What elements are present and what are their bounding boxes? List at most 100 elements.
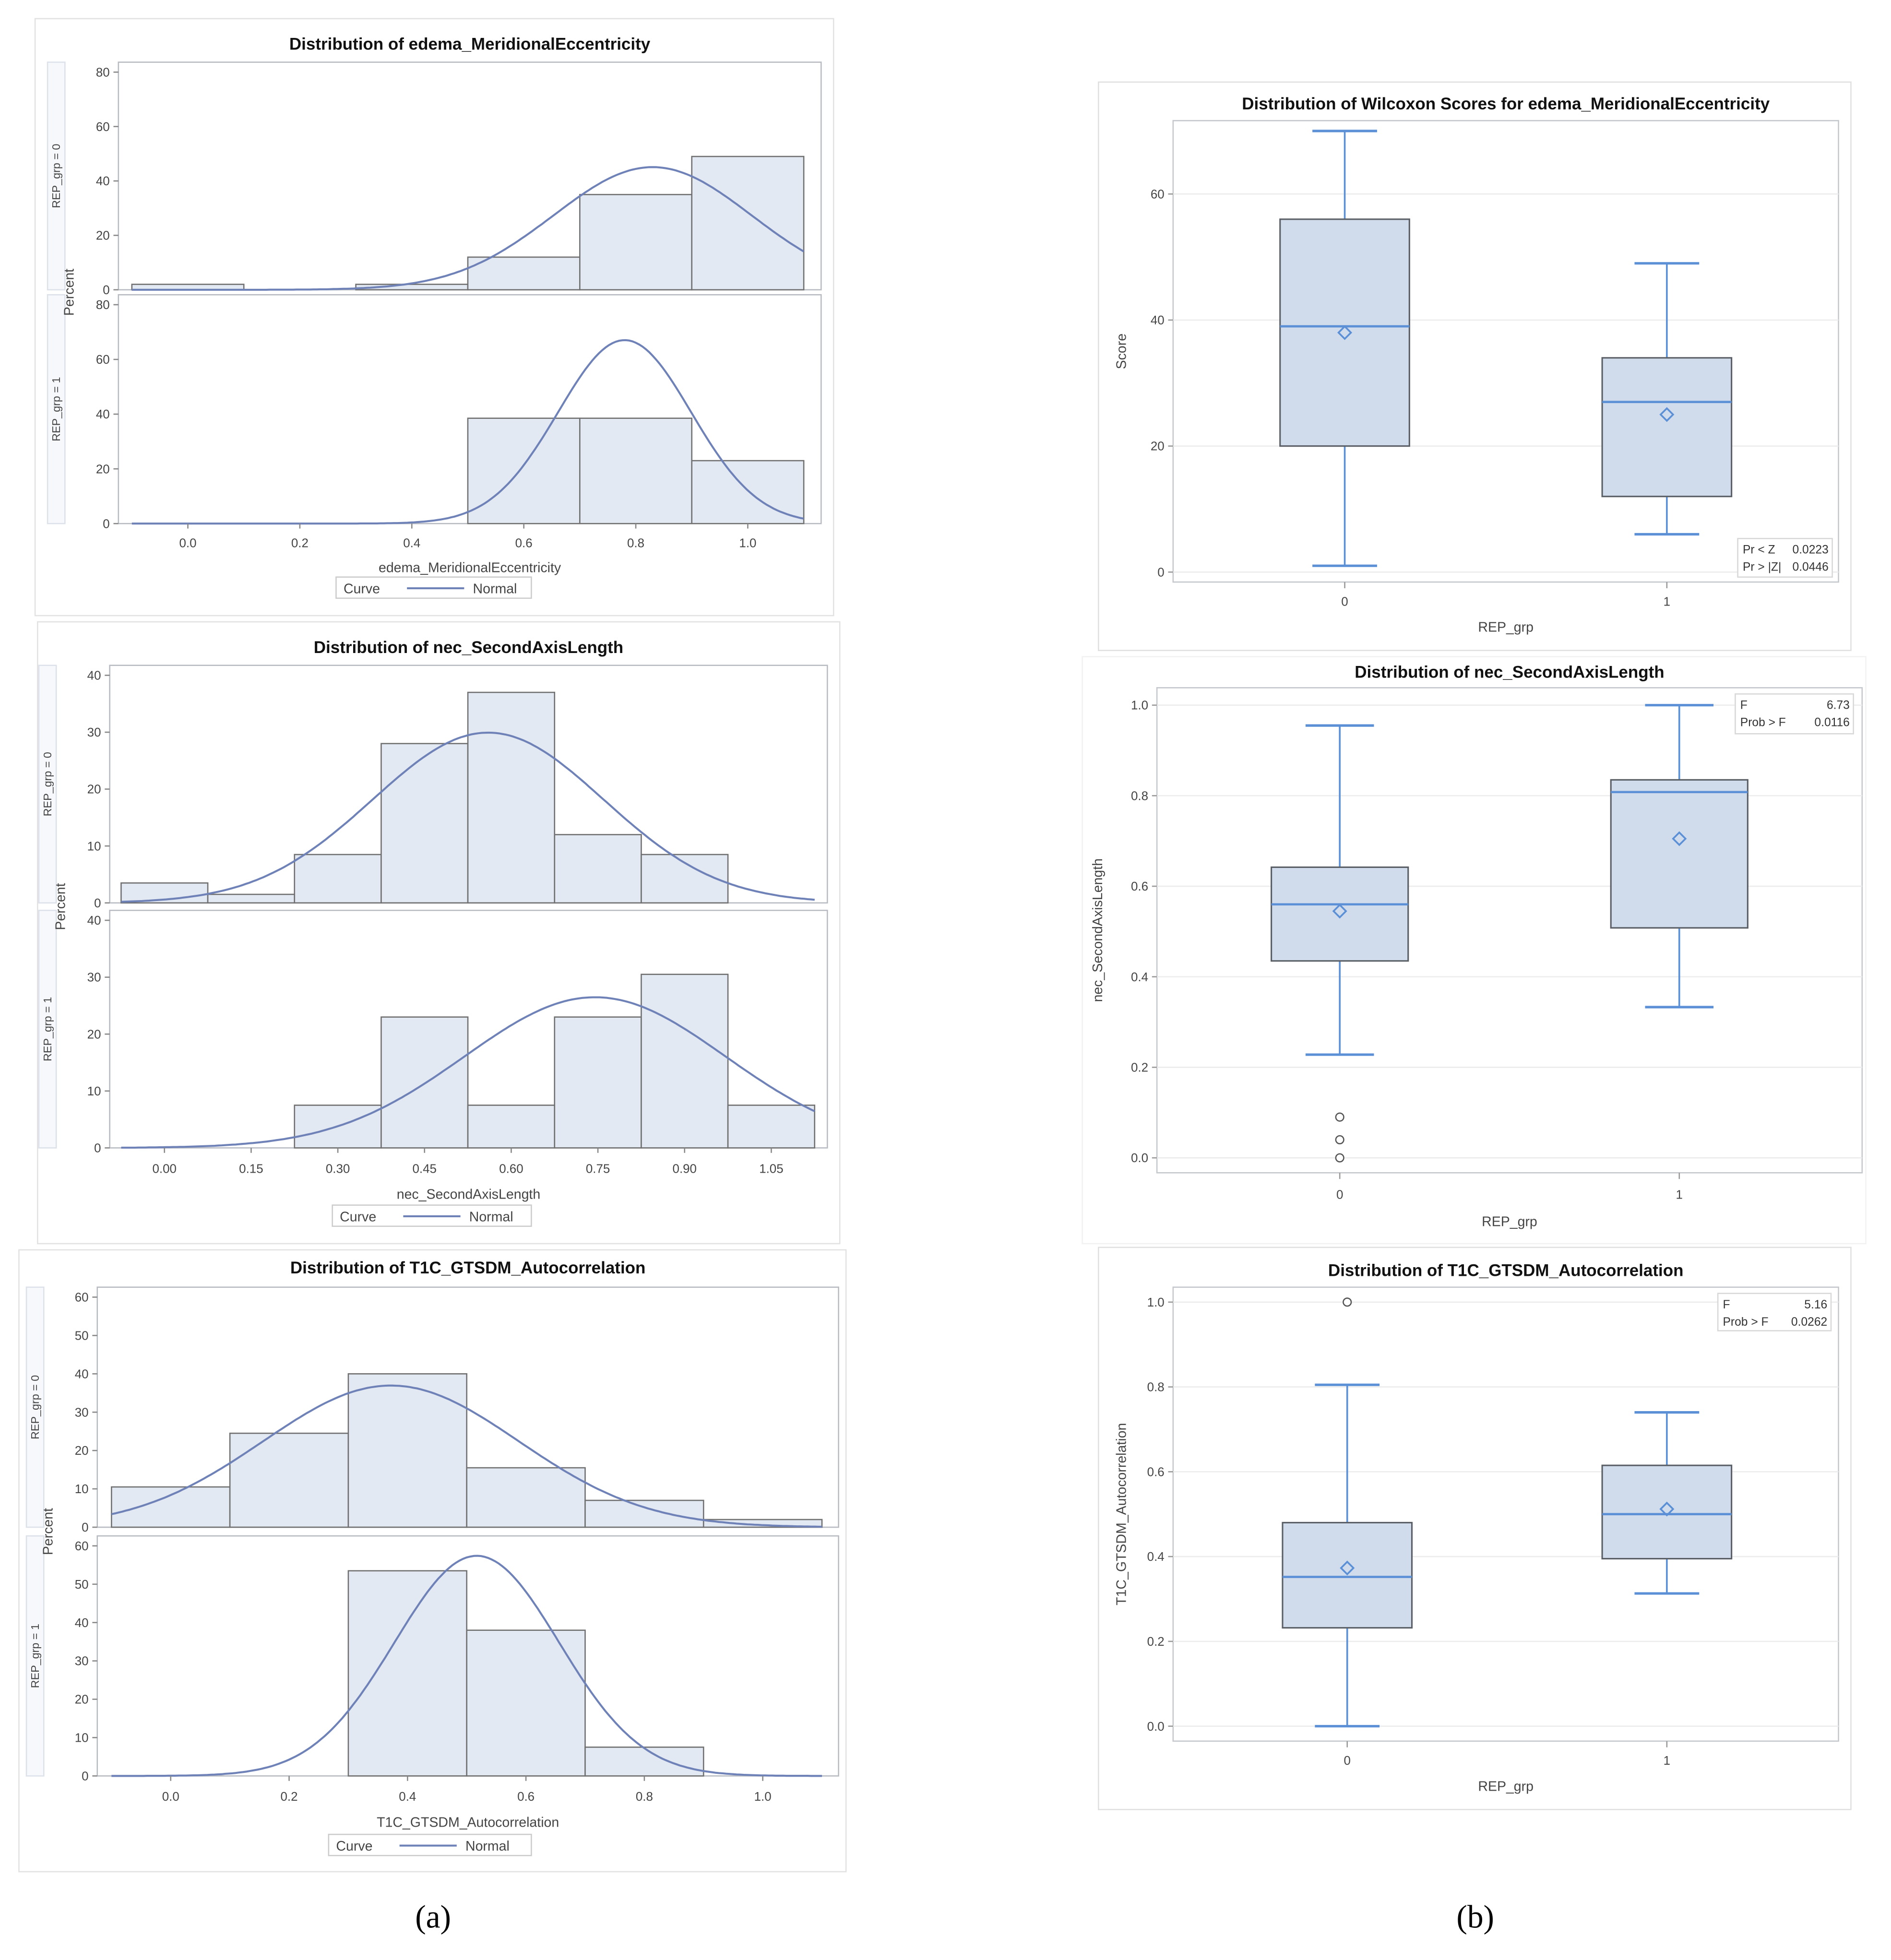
histogram-bar xyxy=(641,974,729,1149)
outlier-point xyxy=(1343,1297,1352,1307)
chart-title: Distribution of T1C_GTSDM_Autocorrelatio… xyxy=(1328,1261,1684,1280)
x-axis-label: T1C_GTSDM_Autocorrelation xyxy=(377,1815,559,1830)
x-tick-label: 0.0 xyxy=(179,536,197,550)
x-tick-label: 0.90 xyxy=(673,1162,697,1176)
group-strip xyxy=(38,665,57,904)
group-strip-label: REP_grp = 0 xyxy=(50,144,62,208)
y-tick-label: 10 xyxy=(75,1732,89,1745)
histogram-bar xyxy=(554,834,642,904)
outlier-point xyxy=(1335,1153,1344,1163)
histogram-bar xyxy=(111,1486,231,1528)
histogram-bar xyxy=(294,854,382,904)
y-tick-label: 30 xyxy=(75,1655,89,1668)
y-tick-label: 20 xyxy=(75,1444,89,1458)
histogram-bar xyxy=(467,256,581,291)
panel-label-a: (a) xyxy=(415,1899,451,1935)
x-axis-label: edema_MeridionalEccentricity xyxy=(379,560,561,575)
x-tick-label: 1 xyxy=(1664,595,1670,608)
y-tick-label: 40 xyxy=(96,408,110,421)
histogram-bar xyxy=(467,1105,556,1149)
x-axis-label: REP_grp xyxy=(1478,620,1534,635)
y-axis-label: Percent xyxy=(53,883,68,930)
x-axis-label: REP_grp xyxy=(1478,1779,1534,1794)
y-tick-label: 0.0 xyxy=(1147,1720,1165,1734)
plot-area xyxy=(1156,687,1863,1174)
y-tick-label: 30 xyxy=(87,971,101,985)
chart-title: Distribution of edema_MeridionalEccentri… xyxy=(289,35,651,54)
histogram-bar xyxy=(467,417,581,524)
group-strip-label: REP_grp = 0 xyxy=(29,1375,41,1439)
chart-title: Distribution of nec_SecondAxisLength xyxy=(1355,663,1664,682)
x-tick-label: 0.45 xyxy=(413,1162,437,1176)
y-tick-label: 50 xyxy=(75,1578,89,1592)
chart-title: Distribution of nec_SecondAxisLength xyxy=(314,638,623,657)
histogram-chart: Distribution of nec_SecondAxisLength REP_… xyxy=(37,621,841,1245)
x-tick-label: 0.00 xyxy=(153,1162,177,1176)
y-tick-label: 0 xyxy=(103,284,109,297)
y-tick-label: 0 xyxy=(82,1521,88,1534)
y-tick-label: 60 xyxy=(75,1540,89,1553)
plot-area xyxy=(1172,120,1839,583)
x-tick-label: 1.0 xyxy=(754,1790,772,1804)
x-tick-label: 0 xyxy=(1341,595,1348,608)
group-strip xyxy=(25,1535,45,1777)
histogram-bar xyxy=(466,1467,586,1528)
y-tick-label: 0.4 xyxy=(1147,1550,1165,1564)
group-strip-label: REP_grp = 0 xyxy=(41,752,54,816)
x-tick-label: 0.8 xyxy=(636,1790,653,1804)
chart-title: Distribution of T1C_GTSDM_Autocorrelatio… xyxy=(290,1259,646,1277)
histogram-bar xyxy=(691,460,805,524)
histogram-bar xyxy=(466,1629,586,1777)
y-tick-label: 20 xyxy=(1151,440,1165,453)
histogram-bar xyxy=(347,1373,467,1528)
histogram-bar xyxy=(207,893,296,904)
stat-label: Pr < Z xyxy=(1743,543,1775,556)
stat-value: 0.0223 xyxy=(1793,543,1829,556)
y-tick-label: 60 xyxy=(96,353,110,367)
mean-marker xyxy=(1672,831,1687,846)
y-tick-label: 50 xyxy=(75,1329,89,1342)
normal-curve xyxy=(121,996,815,1149)
y-tick-label: 0.8 xyxy=(1147,1381,1165,1394)
iqr-box xyxy=(1279,218,1410,447)
outlier-point xyxy=(1335,1112,1344,1122)
histogram-bar xyxy=(467,691,556,904)
y-tick-label: 0.6 xyxy=(1131,880,1148,893)
x-tick-label: 0.2 xyxy=(281,1790,298,1804)
group-strip xyxy=(25,1286,45,1528)
histogram-bar xyxy=(691,155,805,291)
histogram-bar xyxy=(584,1499,704,1528)
iqr-box xyxy=(1601,1464,1733,1560)
group-strip xyxy=(47,61,66,291)
legend-title: Curve xyxy=(340,1209,376,1224)
legend-title: Curve xyxy=(344,581,380,596)
y-tick-label: 0.4 xyxy=(1131,971,1148,984)
mean-marker xyxy=(1659,407,1675,422)
histogram-bar xyxy=(727,1105,816,1149)
stat-label: Prob > F xyxy=(1740,716,1786,729)
y-axis-label: Score xyxy=(1114,333,1129,369)
normal-curve xyxy=(121,731,815,903)
y-tick-label: 40 xyxy=(96,175,110,188)
y-tick-label: 60 xyxy=(96,120,110,134)
histogram-bar xyxy=(381,743,469,904)
normal-curve xyxy=(111,1555,822,1777)
y-tick-label: 80 xyxy=(96,298,110,312)
mean-marker xyxy=(1332,903,1347,919)
mean-marker xyxy=(1337,325,1353,340)
legend-entry: Normal xyxy=(469,1209,513,1224)
stat-label: Pr > |Z| xyxy=(1743,561,1781,574)
x-tick-label: 0.15 xyxy=(239,1162,263,1176)
legend-entry: Normal xyxy=(473,581,517,596)
y-tick-label: 20 xyxy=(75,1693,89,1707)
normal-curve xyxy=(111,1384,822,1528)
legend-entry: Normal xyxy=(465,1839,510,1854)
y-tick-label: 60 xyxy=(75,1291,89,1305)
stats-inset xyxy=(1737,538,1833,578)
group-strip-label: REP_grp = 1 xyxy=(29,1624,41,1688)
y-tick-label: 20 xyxy=(96,229,110,243)
mean-marker xyxy=(1340,1560,1355,1576)
x-axis-label: REP_grp xyxy=(1482,1214,1537,1230)
group-strip-label: REP_grp = 1 xyxy=(50,377,62,441)
y-axis-label: T1C_GTSDM_Autocorrelation xyxy=(1114,1423,1129,1605)
